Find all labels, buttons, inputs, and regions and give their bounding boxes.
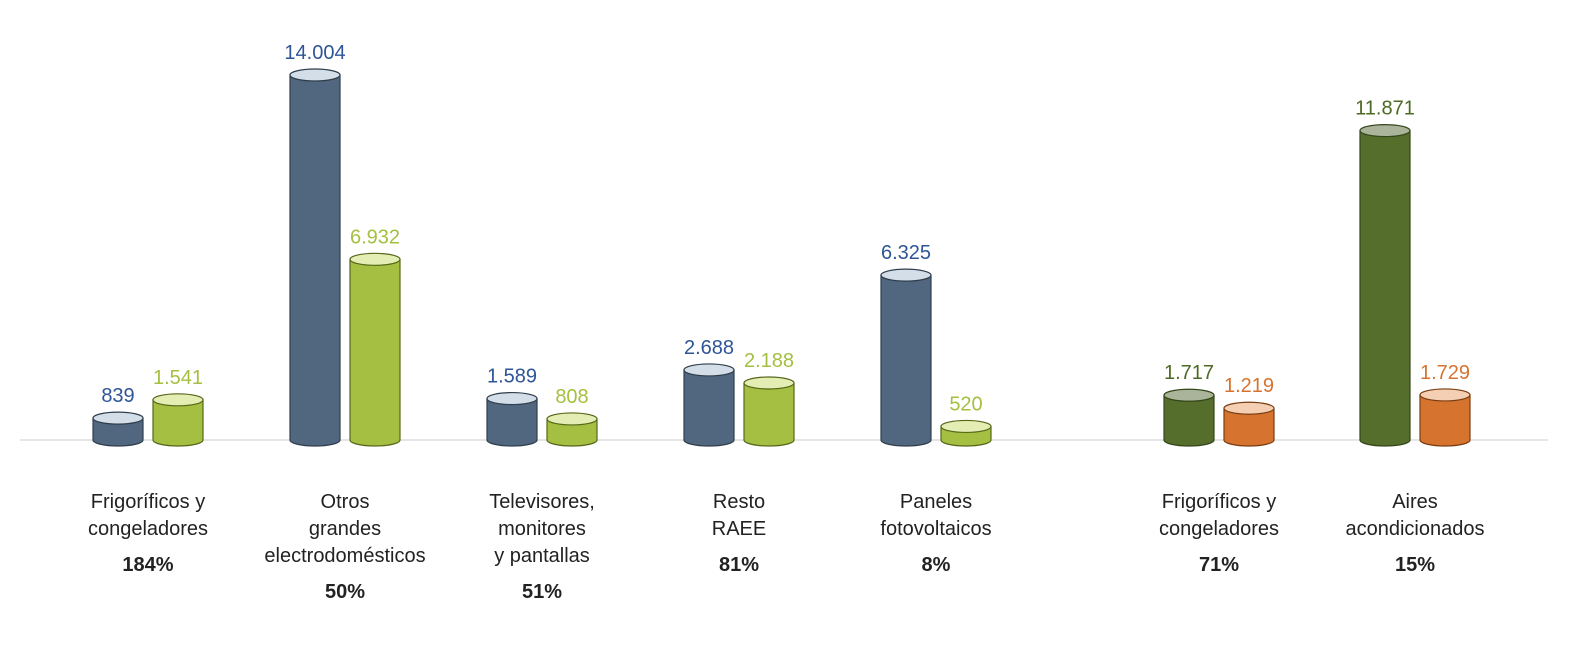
- category-label: congeladores: [88, 518, 208, 540]
- bar-body: [683, 369, 735, 447]
- category-label: grandes: [309, 518, 381, 540]
- category-label: RAEE: [712, 518, 766, 540]
- bar-top: [1223, 401, 1275, 415]
- category-label: Aires: [1392, 491, 1438, 513]
- data-label: 11.871: [1355, 98, 1415, 120]
- category-label: Frigoríficos y: [91, 491, 205, 513]
- data-label: 14.004: [284, 42, 345, 64]
- category-label: Resto: [713, 491, 765, 513]
- percent-label: 8%: [922, 554, 951, 576]
- bar-3-1: [743, 376, 795, 447]
- labels-layer: 839 1.541 Frigoríficos y congeladores 184% 14…: [88, 42, 1485, 603]
- data-label: 1.219: [1224, 375, 1274, 397]
- bar-top: [940, 419, 992, 434]
- data-label: 2.188: [744, 350, 794, 372]
- bar-body: [92, 417, 144, 447]
- bar-body: [1163, 394, 1215, 447]
- bar-top: [743, 376, 795, 390]
- category-label: monitores: [498, 518, 586, 540]
- data-label: 839: [101, 385, 134, 407]
- bar-5-0: [1163, 388, 1215, 447]
- category-label: fotovoltaicos: [880, 518, 991, 540]
- bar-3-0: [683, 363, 735, 447]
- percent-label: 81%: [719, 554, 759, 576]
- percent-label: 50%: [325, 581, 365, 603]
- category-label: acondicionados: [1346, 518, 1485, 540]
- percent-label: 15%: [1395, 554, 1435, 576]
- bars-layer: [92, 68, 1471, 447]
- bar-1-1: [349, 252, 401, 447]
- bar-6-1: [1419, 388, 1471, 447]
- category-label: Frigoríficos y: [1162, 491, 1276, 513]
- percent-label: 71%: [1199, 554, 1239, 576]
- data-label: 1.717: [1164, 362, 1214, 384]
- bar-1-0: [289, 68, 341, 447]
- category-label: Televisores,: [489, 491, 595, 513]
- bar-0-0: [92, 411, 144, 447]
- bar-top: [486, 391, 538, 406]
- bar-body: [349, 258, 401, 447]
- data-label: 520: [949, 393, 982, 415]
- bar-body: [486, 397, 538, 447]
- bar-2-0: [486, 391, 538, 447]
- category-label: congeladores: [1159, 518, 1279, 540]
- bar-body: [743, 382, 795, 447]
- category-label: Otros: [321, 491, 370, 513]
- data-label: 6.325: [881, 242, 931, 264]
- category-label: electrodomésticos: [264, 545, 425, 567]
- percent-label: 51%: [522, 581, 562, 603]
- bar-body: [546, 418, 598, 447]
- data-label: 6.932: [350, 226, 400, 248]
- data-label: 808: [555, 386, 588, 408]
- category-label: Paneles: [900, 491, 972, 513]
- bar-body: [1419, 394, 1471, 447]
- bar-5-1: [1223, 401, 1275, 447]
- bar-top: [152, 393, 204, 407]
- bar-top: [1359, 123, 1411, 138]
- bar-top: [92, 411, 144, 425]
- data-label: 2.688: [684, 337, 734, 359]
- bar-6-0: [1359, 123, 1411, 447]
- bar-top: [1419, 388, 1471, 402]
- bar-body: [152, 399, 204, 447]
- bar-top: [1163, 388, 1215, 402]
- bar-2-1: [546, 412, 598, 447]
- bar-body: [289, 74, 341, 447]
- bar-4-1: [940, 419, 992, 447]
- bar-4-0: [880, 268, 932, 447]
- bar-top: [349, 252, 401, 266]
- bar-body: [880, 274, 932, 447]
- data-label: 1.589: [487, 366, 537, 388]
- bar-body: [1359, 129, 1411, 447]
- category-label: y pantallas: [494, 545, 590, 567]
- bar-top: [289, 68, 341, 82]
- bar-top: [546, 412, 598, 426]
- bar-top: [683, 363, 735, 377]
- data-label: 1.729: [1420, 362, 1470, 384]
- bar-top: [880, 268, 932, 282]
- bar-body: [1223, 407, 1275, 447]
- data-label: 1.541: [153, 367, 203, 389]
- percent-label: 184%: [122, 554, 173, 576]
- bar-0-1: [152, 393, 204, 447]
